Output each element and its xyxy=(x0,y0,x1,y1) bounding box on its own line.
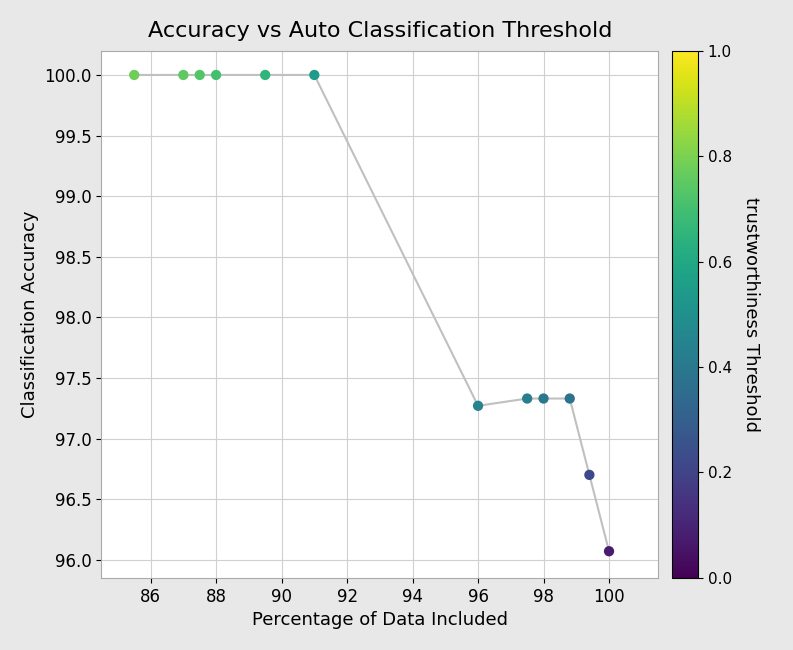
Point xyxy=(563,393,576,404)
Title: Accuracy vs Auto Classification Threshold: Accuracy vs Auto Classification Threshol… xyxy=(147,21,612,41)
Point xyxy=(537,393,550,404)
Point xyxy=(210,70,223,80)
Y-axis label: Classification Accuracy: Classification Accuracy xyxy=(21,211,39,418)
Point xyxy=(193,70,206,80)
Point xyxy=(521,393,534,404)
Point xyxy=(177,70,190,80)
Point xyxy=(472,400,485,411)
Point xyxy=(259,70,271,80)
Point xyxy=(128,70,140,80)
Point xyxy=(603,546,615,556)
Y-axis label: trustworthiness Threshold: trustworthiness Threshold xyxy=(741,197,760,432)
X-axis label: Percentage of Data Included: Percentage of Data Included xyxy=(252,611,508,629)
Point xyxy=(583,470,596,480)
Point xyxy=(308,70,320,80)
